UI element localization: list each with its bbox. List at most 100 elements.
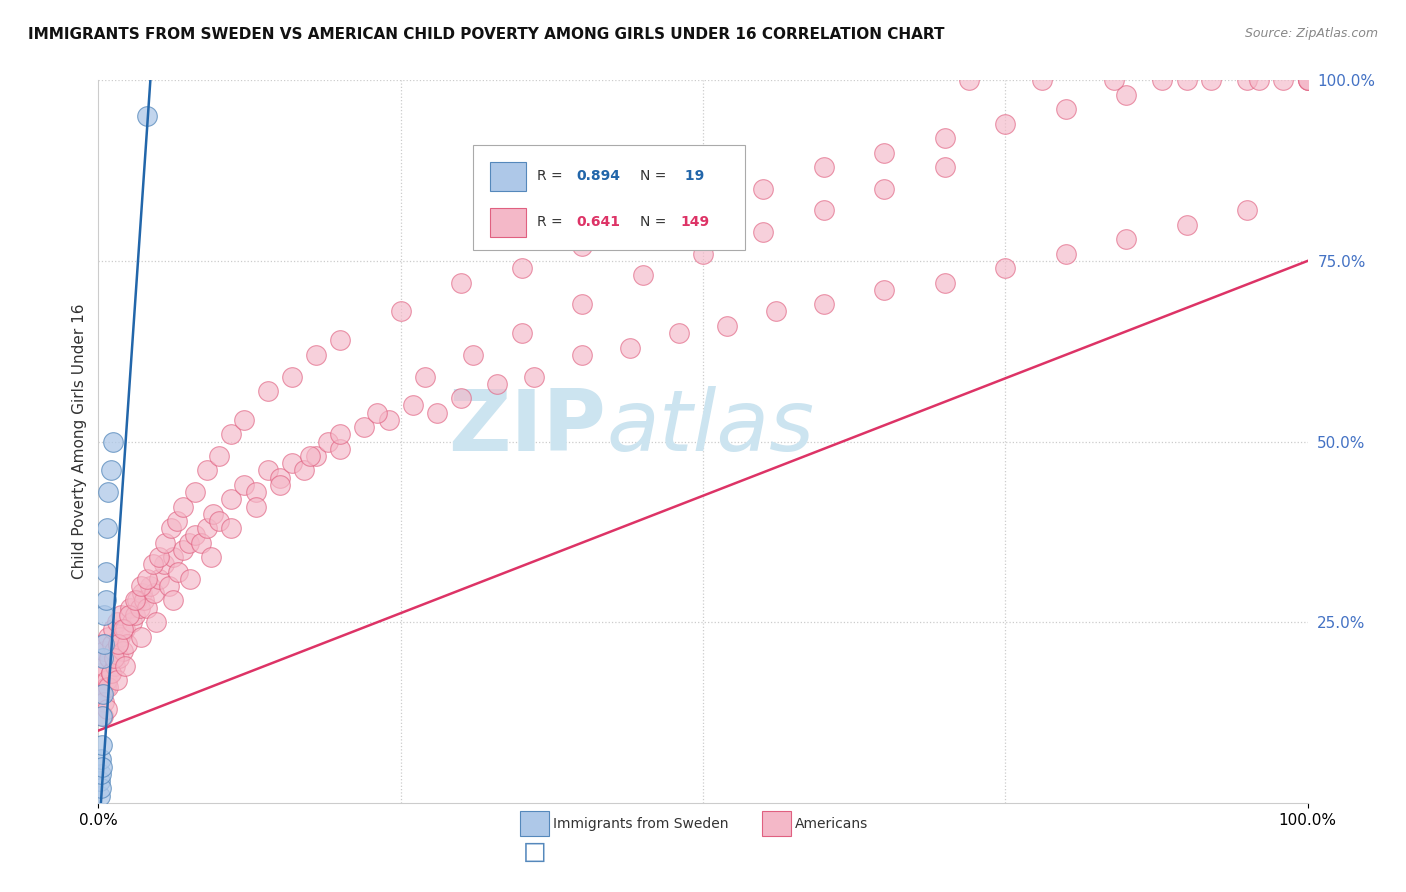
Point (668, 326, 690, 340)
Point (208, 449, 231, 463)
Point (152, 558, 174, 572)
Point (389, 304, 412, 318)
Point (305, 348, 328, 362)
Point (167, 565, 190, 579)
Point (1054, 102, 1077, 116)
Point (413, 369, 436, 384)
Point (329, 427, 352, 442)
Point (98, 651, 121, 665)
Point (135, 110, 157, 124)
Point (510, 326, 533, 340)
Point (245, 485, 267, 500)
Point (1236, 73, 1258, 87)
Point (571, 348, 593, 362)
Point (245, 500, 267, 514)
Point (1152, 73, 1174, 87)
Point (765, 304, 787, 318)
Point (195, 521, 218, 535)
Point (1296, 73, 1319, 87)
Point (353, 420, 375, 434)
Point (631, 268, 654, 283)
Point (281, 369, 304, 384)
Point (103, 651, 125, 665)
Point (299, 449, 322, 463)
Point (96, 702, 118, 716)
Point (873, 182, 896, 196)
Point (108, 651, 131, 665)
Text: N =: N = (640, 169, 671, 183)
Point (221, 427, 243, 442)
Point (316, 434, 339, 449)
Point (91, 687, 114, 701)
Point (91, 709, 114, 723)
Point (994, 117, 1017, 131)
Point (93, 637, 115, 651)
Point (510, 261, 533, 276)
Text: atlas: atlas (606, 385, 814, 468)
Point (692, 196, 714, 211)
Point (107, 637, 129, 651)
Point (91, 709, 114, 723)
Point (100, 665, 122, 680)
Text: 19: 19 (681, 169, 704, 183)
Point (221, 521, 243, 535)
Point (1115, 87, 1137, 102)
Point (129, 579, 152, 593)
Point (179, 572, 201, 586)
Text: IMMIGRANTS FROM SWEDEN VS AMERICAN CHILD POVERTY AMONG GIRLS UNDER 16 CORRELATIO: IMMIGRANTS FROM SWEDEN VS AMERICAN CHILD… (28, 27, 945, 42)
Point (1199, 73, 1222, 87)
Point (118, 607, 141, 622)
Point (232, 413, 254, 427)
Point (93, 644, 115, 658)
Point (89, 651, 111, 665)
Text: ZIP: ZIP (449, 385, 606, 468)
Point (90, 767, 112, 781)
Point (162, 550, 184, 565)
Text: 0.641: 0.641 (576, 215, 620, 229)
Point (157, 579, 180, 593)
Point (873, 145, 896, 160)
Point (100, 637, 122, 651)
Point (269, 478, 291, 492)
Point (716, 318, 738, 333)
Point (89, 774, 111, 789)
Point (129, 630, 152, 644)
Point (107, 637, 129, 651)
Point (631, 218, 654, 232)
Point (97, 630, 120, 644)
Point (172, 500, 194, 514)
Point (1175, 73, 1198, 87)
Point (91, 687, 114, 701)
Y-axis label: Child Poverty Among Girls Under 16: Child Poverty Among Girls Under 16 (72, 304, 87, 579)
Point (752, 225, 775, 239)
Point (110, 607, 132, 622)
Point (463, 348, 485, 362)
Point (114, 623, 136, 637)
Point (172, 542, 194, 557)
Point (135, 572, 157, 586)
Point (619, 341, 641, 355)
Point (190, 535, 212, 549)
Point (426, 406, 449, 420)
Point (1054, 246, 1077, 260)
Point (377, 413, 399, 427)
Point (200, 550, 222, 565)
Point (221, 492, 243, 507)
FancyBboxPatch shape (491, 208, 526, 236)
Text: □: □ (523, 840, 546, 863)
Point (127, 593, 149, 607)
Point (692, 246, 714, 260)
Point (486, 376, 509, 391)
Point (91, 637, 114, 651)
Point (1272, 73, 1295, 87)
Point (1296, 73, 1319, 87)
FancyBboxPatch shape (491, 161, 526, 191)
Point (813, 203, 835, 218)
Text: R =: R = (537, 215, 568, 229)
Point (128, 600, 150, 615)
Point (91, 738, 114, 752)
Point (166, 514, 188, 528)
Point (1249, 73, 1271, 87)
Point (184, 485, 207, 500)
Point (118, 600, 141, 615)
